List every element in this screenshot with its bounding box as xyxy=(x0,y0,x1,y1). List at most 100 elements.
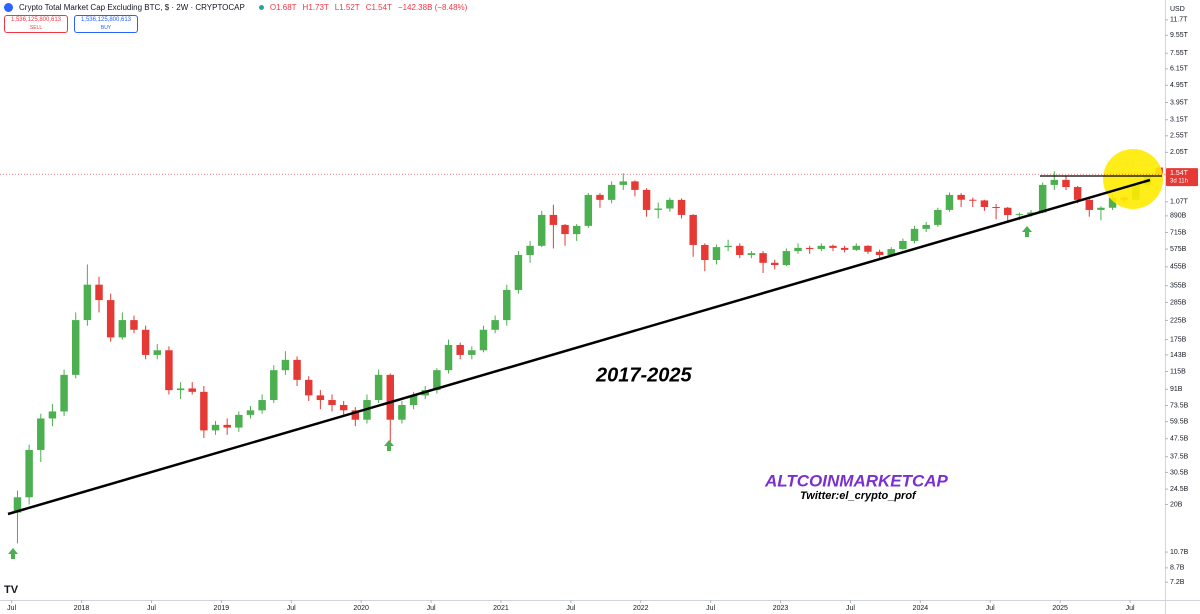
candle-body xyxy=(165,350,173,391)
candle-body xyxy=(71,320,80,375)
candle-body xyxy=(596,194,604,200)
candle-body xyxy=(293,359,301,380)
x-tick-label: Jul xyxy=(846,605,855,612)
candle-body xyxy=(689,214,697,245)
candle-body xyxy=(491,320,499,330)
trend-line xyxy=(7,178,1151,516)
candle-body xyxy=(887,249,895,255)
candle-body xyxy=(805,247,814,250)
sell-label: SELL xyxy=(29,25,43,31)
candle-body xyxy=(118,320,127,338)
symbol-icon xyxy=(4,3,13,12)
candle-body xyxy=(83,284,92,321)
candle-body xyxy=(409,395,418,406)
candle-body xyxy=(654,208,662,210)
candle-body xyxy=(351,410,360,420)
arrow-up xyxy=(8,548,18,559)
candle-body xyxy=(736,245,744,255)
x-tick-label: 2023 xyxy=(773,605,789,612)
ohlc-high: H1.73T xyxy=(302,3,329,12)
buy-button[interactable]: 1,536,125,800,613 BUY xyxy=(74,15,138,33)
last-price-label: 1.54T xyxy=(1170,170,1189,177)
candle-body xyxy=(211,424,220,431)
candle-body xyxy=(141,329,150,355)
candle-body xyxy=(503,289,511,321)
y-tick-label: 30.5B xyxy=(1170,469,1189,476)
candle-body xyxy=(864,245,872,252)
candle-body xyxy=(13,497,22,513)
y-tick-label: 24.5B xyxy=(1170,486,1189,493)
y-tick-label: 455B xyxy=(1170,264,1187,271)
candle-body xyxy=(934,209,942,225)
candle-body xyxy=(549,214,558,225)
candle-body xyxy=(479,329,488,351)
y-tick-label: 355B xyxy=(1170,283,1187,290)
y-tick-label: 143B xyxy=(1170,352,1187,359)
candle-body xyxy=(619,181,628,185)
candle-body xyxy=(969,199,977,201)
y-tick-label: 575B xyxy=(1170,246,1187,253)
highlight-circle xyxy=(1103,149,1163,209)
x-tick-label: Jul xyxy=(7,605,16,612)
ohlc-change: −142.38B (−8.48%) xyxy=(397,3,468,12)
x-tick-label: 2025 xyxy=(1052,605,1068,612)
candle-body xyxy=(1085,199,1094,210)
candle-body xyxy=(37,418,45,450)
y-tick-label: 37.5B xyxy=(1170,454,1189,461)
candle-body xyxy=(910,228,919,241)
y-tick-label: 285B xyxy=(1170,299,1187,306)
x-tick-label: 2020 xyxy=(353,605,369,612)
candle-body xyxy=(514,254,523,290)
candle-body xyxy=(223,424,231,428)
candle-body xyxy=(829,245,837,248)
candle-body xyxy=(200,391,208,431)
y-tick-label: 1.07T xyxy=(1170,199,1189,206)
y-axis-unit: USD xyxy=(1170,6,1185,13)
y-tick-label: 73.5B xyxy=(1170,402,1189,409)
candle-body xyxy=(176,388,185,391)
candle-body xyxy=(374,374,383,401)
candle-body xyxy=(456,344,464,355)
buy-label: BUY xyxy=(100,25,112,31)
candle-body xyxy=(875,251,884,255)
buy-price: 1,536,125,800,613 xyxy=(80,17,132,23)
candle-body xyxy=(945,194,954,210)
y-tick-label: 8.7B xyxy=(1170,565,1185,572)
candle-body xyxy=(304,379,313,396)
x-tick-label: 2024 xyxy=(913,605,929,612)
candle-body xyxy=(1038,184,1047,213)
candle-body xyxy=(992,206,1000,208)
candle-body xyxy=(444,344,453,371)
x-tick-label: Jul xyxy=(1126,605,1135,612)
candle-body xyxy=(1015,214,1024,216)
ohlc-close: C1.54T xyxy=(365,3,392,12)
countdown: 3d 11h xyxy=(1170,179,1188,185)
x-tick-label: 2019 xyxy=(214,605,230,612)
sell-button[interactable]: 1,536,125,800,613 SELL xyxy=(4,15,68,33)
candle-body xyxy=(270,370,278,401)
candle-body xyxy=(1003,207,1012,215)
candle-body xyxy=(526,245,534,255)
candle-body xyxy=(980,200,989,207)
ohlc-low: L1.52T xyxy=(334,3,360,12)
candle-body xyxy=(957,194,965,200)
x-tick-label: Jul xyxy=(147,605,156,612)
candle-body xyxy=(398,405,406,420)
candle-body xyxy=(95,284,103,301)
x-tick-label: Jul xyxy=(706,605,715,612)
candle-body xyxy=(328,400,336,406)
candle-body xyxy=(794,247,802,252)
y-tick-label: 91B xyxy=(1170,386,1183,393)
y-tick-label: 2.55T xyxy=(1170,133,1189,140)
candle-body xyxy=(235,414,243,428)
x-tick-label: Jul xyxy=(986,605,995,612)
y-tick-label: 7.2B xyxy=(1170,579,1185,586)
y-tick-label: 225B xyxy=(1170,317,1187,324)
arrow-up xyxy=(1022,226,1032,237)
candle-body xyxy=(188,388,196,392)
chart-header: Crypto Total Market Cap Excluding BTC, $… xyxy=(4,3,467,12)
candle-body xyxy=(677,199,686,215)
